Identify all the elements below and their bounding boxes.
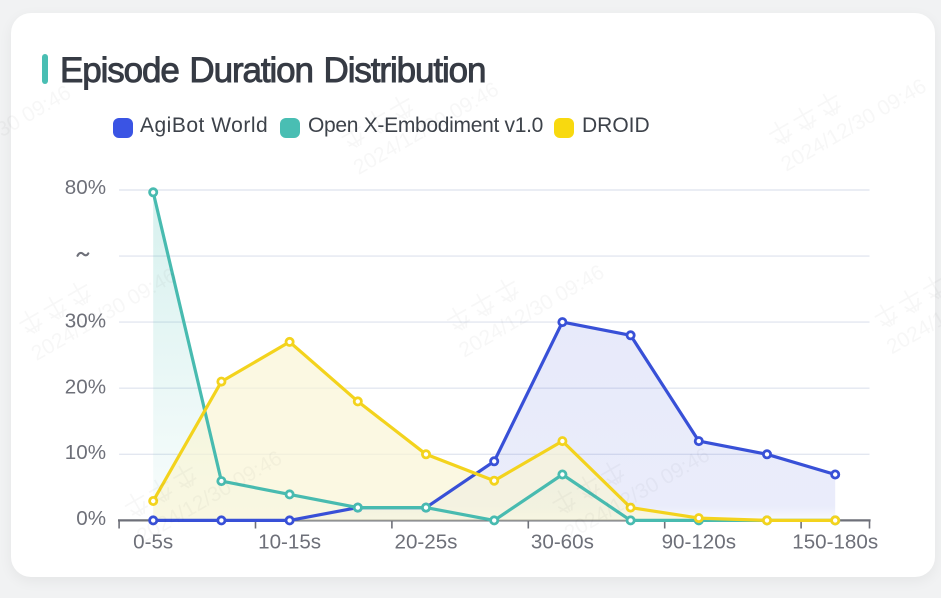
svg-text:30%: 30% <box>65 309 106 332</box>
svg-text:0-5s: 0-5s <box>133 530 173 553</box>
svg-text:2024/12/30 09:46: 2024/12/30 09:46 <box>0 81 75 183</box>
svg-text:150-180s: 150-180s <box>792 530 878 553</box>
svg-text:20-25s: 20-25s <box>395 530 458 553</box>
svg-text:80%: 80% <box>65 176 106 199</box>
svg-text:0%: 0% <box>76 507 106 530</box>
svg-text:10-15s: 10-15s <box>258 530 321 553</box>
svg-text:30-60s: 30-60s <box>531 530 594 553</box>
svg-text:90-120s: 90-120s <box>662 530 736 553</box>
svg-text:10%: 10% <box>65 441 106 464</box>
svg-text:20%: 20% <box>65 375 106 398</box>
